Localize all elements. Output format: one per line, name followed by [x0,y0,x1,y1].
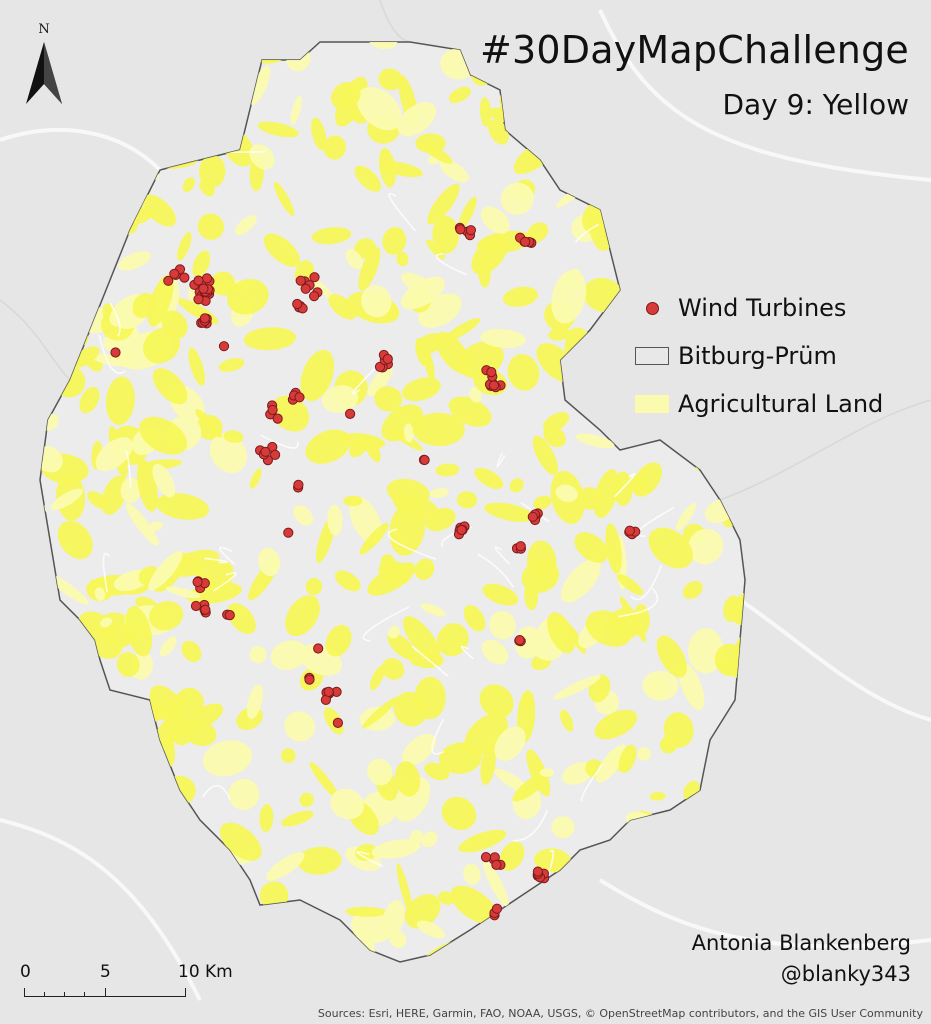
scale-bar: 0 5 10 Km [18,962,248,1012]
legend-label: Bitburg-Prüm [678,342,837,370]
wind-turbine-point[interactable] [419,454,430,466]
wind-turbine-point[interactable] [456,524,467,536]
author-name: Antonia Blankenberg [691,931,911,955]
wind-turbine-point[interactable] [465,225,476,236]
wind-turbine-point[interactable] [193,275,204,286]
wind-turbine-point[interactable] [190,600,202,612]
wind-turbine-point[interactable] [179,272,190,283]
scale-label-0: 0 [20,962,31,982]
north-arrow-icon [26,42,62,104]
wind-turbine-point[interactable] [382,353,393,365]
wind-turbine-point[interactable] [309,272,320,283]
wind-turbine-point[interactable] [192,576,203,588]
legend-label: Agricultural Land [678,390,884,418]
wind-turbine-point[interactable] [169,268,180,279]
wind-turbine-point[interactable] [491,903,503,914]
scale-label-10: 10 Km [178,962,233,982]
wind-turbine-point[interactable] [480,852,492,863]
legend-label: Wind Turbines [678,294,847,322]
wind-turbine-point[interactable] [514,635,525,646]
wind-turbine-point[interactable] [455,224,466,235]
wind-turbine-point[interactable] [300,283,311,294]
wind-turbine-point[interactable] [163,275,174,286]
author-block: Antonia Blankenberg @blanky343 [692,928,911,990]
author-handle: @blanky343 [780,962,911,986]
wind-turbine-point[interactable] [218,341,230,352]
wind-turbine-point[interactable] [491,859,502,871]
basemap-roads [0,0,931,1001]
wind-turbine-point[interactable] [624,525,635,536]
wind-turbine-point[interactable] [345,408,356,419]
map-title: #30DayMapChallenge [479,28,909,72]
boundary-symbol-icon [635,347,669,365]
wind-turbine-point[interactable] [374,361,386,372]
legend-item-agricultural-land: Agricultural Land [634,380,883,428]
agricultural-land-symbol-icon [635,395,669,413]
wind-turbine-point[interactable] [260,446,271,457]
wind-turbine-point[interactable] [198,283,209,294]
wind-turbine-point[interactable] [332,717,343,729]
wind-turbine-point[interactable] [488,380,499,391]
wind-turbine-point[interactable] [283,527,294,538]
wind-turbine-point[interactable] [532,866,544,877]
wind-turbine-point[interactable] [110,347,121,358]
wind-turbine-point[interactable] [267,404,278,416]
basemap-credits: Sources: Esri, HERE, Garmin, FAO, NOAA, … [317,1007,923,1020]
map-subtitle: Day 9: Yellow [722,88,909,121]
north-arrow: N [22,22,66,106]
north-label: N [38,22,50,37]
wind-turbine-point[interactable] [293,479,304,490]
wind-turbine-point[interactable] [270,449,281,460]
wind-turbine-point[interactable] [201,273,213,284]
wind-turbine-point[interactable] [313,643,324,654]
legend-item-wind-turbines: Wind Turbines [634,284,883,332]
wind-turbine-symbol-icon [645,301,659,315]
wind-turbine-point[interactable] [527,511,538,522]
wind-turbine-point[interactable] [323,686,334,698]
legend-item-boundary: Bitburg-Prüm [634,332,883,380]
wind-turbine-point[interactable] [193,294,204,305]
wind-turbine-point[interactable] [295,275,306,286]
wind-turbine-point[interactable] [294,392,305,403]
wind-turbine-point[interactable] [486,367,497,378]
wind-turbine-point[interactable] [292,298,303,310]
wind-turbine-point[interactable] [199,313,210,324]
wind-turbine-point[interactable] [309,291,320,302]
legend: Wind Turbines Bitburg-Prüm Agricultural … [634,284,883,428]
wind-turbine-point[interactable] [520,236,531,247]
wind-turbine-point[interactable] [200,604,211,615]
wind-turbine-point[interactable] [304,674,315,685]
wind-turbine-point[interactable] [224,610,235,621]
wind-turbine-point[interactable] [515,541,526,552]
wind-turbines-layer [110,222,641,921]
wind-turbine-point[interactable] [272,413,283,424]
scale-label-5: 5 [100,962,111,982]
